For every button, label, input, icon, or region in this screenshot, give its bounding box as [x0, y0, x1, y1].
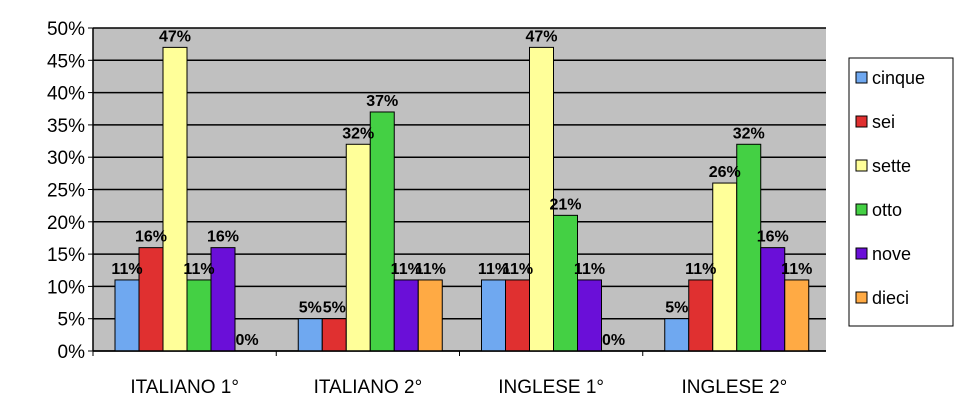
- legend-swatch-dieci: [855, 291, 868, 304]
- data-label: 16%: [135, 229, 167, 246]
- bar-otto: [186, 279, 212, 352]
- legend-swatch-otto: [855, 203, 868, 216]
- data-label: 16%: [207, 229, 239, 246]
- y-tick-label: 25%: [47, 181, 85, 202]
- data-label: 11%: [183, 261, 214, 278]
- bar-dieci: [784, 279, 810, 352]
- data-label: 0%: [235, 332, 258, 349]
- data-label: 26%: [709, 164, 741, 181]
- bar-sei: [321, 318, 347, 352]
- legend-label-sette: sette: [872, 156, 911, 176]
- x-category-label: INGLESE 1°: [498, 377, 604, 398]
- data-label: 11%: [478, 261, 509, 278]
- data-label: 11%: [574, 261, 605, 278]
- legend-swatch-sette: [855, 159, 868, 172]
- legend-label-sei: sei: [872, 112, 895, 132]
- data-label: 32%: [342, 125, 374, 142]
- bar-sette: [529, 46, 554, 352]
- bar-cinque: [114, 279, 140, 352]
- x-category-label: ITALIANO 2°: [314, 377, 423, 398]
- data-label: 0%: [602, 332, 625, 349]
- legend-box: [848, 57, 954, 327]
- data-label: 21%: [549, 196, 581, 213]
- axes: 0% 5% 10% 15% 20% 25% 30% 35% 40% 45% 50% ITALIANO …: [47, 19, 826, 398]
- data-label: 11%: [502, 261, 533, 278]
- bar-sette: [712, 182, 738, 352]
- data-label: 32%: [733, 125, 765, 142]
- legend-swatch-sei: [855, 115, 868, 128]
- data-label: 47%: [159, 28, 191, 45]
- bar-dieci: [417, 279, 443, 352]
- legend-label-cinque: cinque: [872, 68, 925, 88]
- data-label: 5%: [299, 300, 322, 317]
- data-label: 5%: [665, 300, 688, 317]
- y-tick-label: 20%: [47, 213, 85, 234]
- bar-sei: [138, 247, 164, 352]
- plot-area: [93, 27, 826, 352]
- bar-sette: [345, 143, 371, 352]
- bar-cinque: [481, 279, 506, 352]
- bar-nove: [393, 279, 419, 352]
- data-label: 16%: [757, 229, 789, 246]
- y-tick-label: 0%: [58, 342, 86, 363]
- y-tick-label: 40%: [47, 84, 85, 105]
- x-category-label: ITALIANO 1°: [130, 377, 239, 398]
- y-tick-label: 10%: [47, 277, 85, 298]
- data-label: 37%: [366, 93, 398, 110]
- data-label: 11%: [111, 261, 142, 278]
- legend-swatch-cinque: [855, 71, 868, 84]
- data-label: 11%: [781, 261, 812, 278]
- bar-otto: [553, 214, 578, 352]
- y-tick-label: 35%: [47, 116, 85, 137]
- data-label: 5%: [323, 300, 346, 317]
- bar-cinque: [297, 318, 323, 352]
- legend-label-otto: otto: [872, 200, 902, 220]
- bar-sette: [162, 46, 188, 352]
- y-tick-label: 50%: [47, 19, 85, 40]
- bar-sei: [688, 279, 714, 352]
- x-category-label: INGLESE 2°: [681, 377, 787, 398]
- legend: cinque sei sette otto nove dieci: [848, 57, 954, 327]
- data-label: 11%: [391, 261, 422, 278]
- data-labels: 11%16%47%11%16%0%5% 5%32%37%11%11% 11%11%4…: [111, 28, 812, 349]
- y-tick-label: 45%: [47, 51, 85, 72]
- bar-nove: [210, 247, 236, 352]
- legend-swatch-nove: [855, 247, 868, 260]
- legend-label-nove: nove: [872, 244, 911, 264]
- data-label: 11%: [685, 261, 716, 278]
- y-tick-label: 15%: [47, 245, 85, 266]
- bar-otto: [369, 111, 395, 352]
- y-tick-label: 30%: [47, 148, 85, 169]
- bar-cinque: [664, 318, 690, 352]
- bar-sei: [505, 279, 530, 352]
- bar-nove: [577, 279, 602, 352]
- data-label: 47%: [525, 28, 557, 45]
- legend-label-dieci: dieci: [872, 288, 909, 308]
- y-tick-label: 5%: [58, 310, 86, 331]
- data-label: 11%: [415, 261, 446, 278]
